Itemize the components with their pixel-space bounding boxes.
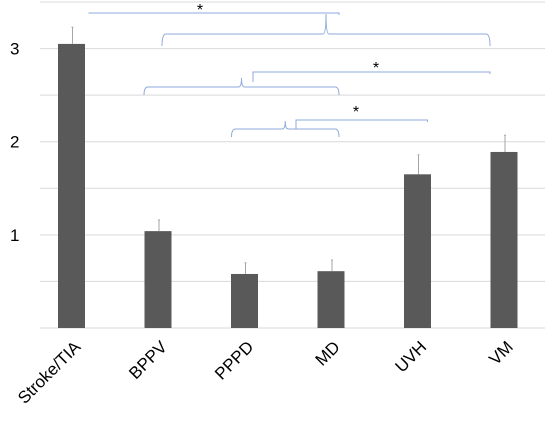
significance-line-2 <box>252 71 491 82</box>
bar-pppd <box>231 273 258 328</box>
x-tick-label: UVH <box>392 337 431 376</box>
bar-bppv <box>144 231 172 328</box>
gridlines <box>40 1 545 329</box>
x-tick-label: MD <box>312 337 344 369</box>
y-tick-label: 2 <box>10 133 19 152</box>
bar-stroke-tia <box>58 43 85 329</box>
x-tick-label: VM <box>485 337 516 368</box>
significance-star-1: * <box>197 2 203 19</box>
error-bars <box>71 26 506 274</box>
y-axis-ticks: 1 2 3 <box>10 40 19 245</box>
significance-brace-1 <box>161 13 491 47</box>
x-tick-label: PPPD <box>211 337 257 383</box>
significance-line-3 <box>295 119 428 129</box>
bar-vm <box>490 151 518 328</box>
significance-brace-2 <box>143 77 340 96</box>
bar-uvh <box>404 174 431 328</box>
significance-brace-3 <box>231 120 340 138</box>
x-axis-ticks: Stroke/TIA BPPV PPPD MD UVH VM <box>14 337 517 408</box>
bar-md <box>317 271 345 328</box>
significance-line-1 <box>88 12 340 15</box>
y-tick-label: 1 <box>10 226 19 245</box>
significance-star-2: * <box>373 60 379 77</box>
y-tick-label: 3 <box>10 40 19 59</box>
bars <box>58 43 518 329</box>
significance-brackets: * * * <box>88 2 491 138</box>
significance-star-3: * <box>353 104 359 121</box>
x-tick-label: BPPV <box>125 337 171 383</box>
x-tick-label: Stroke/TIA <box>14 337 85 408</box>
